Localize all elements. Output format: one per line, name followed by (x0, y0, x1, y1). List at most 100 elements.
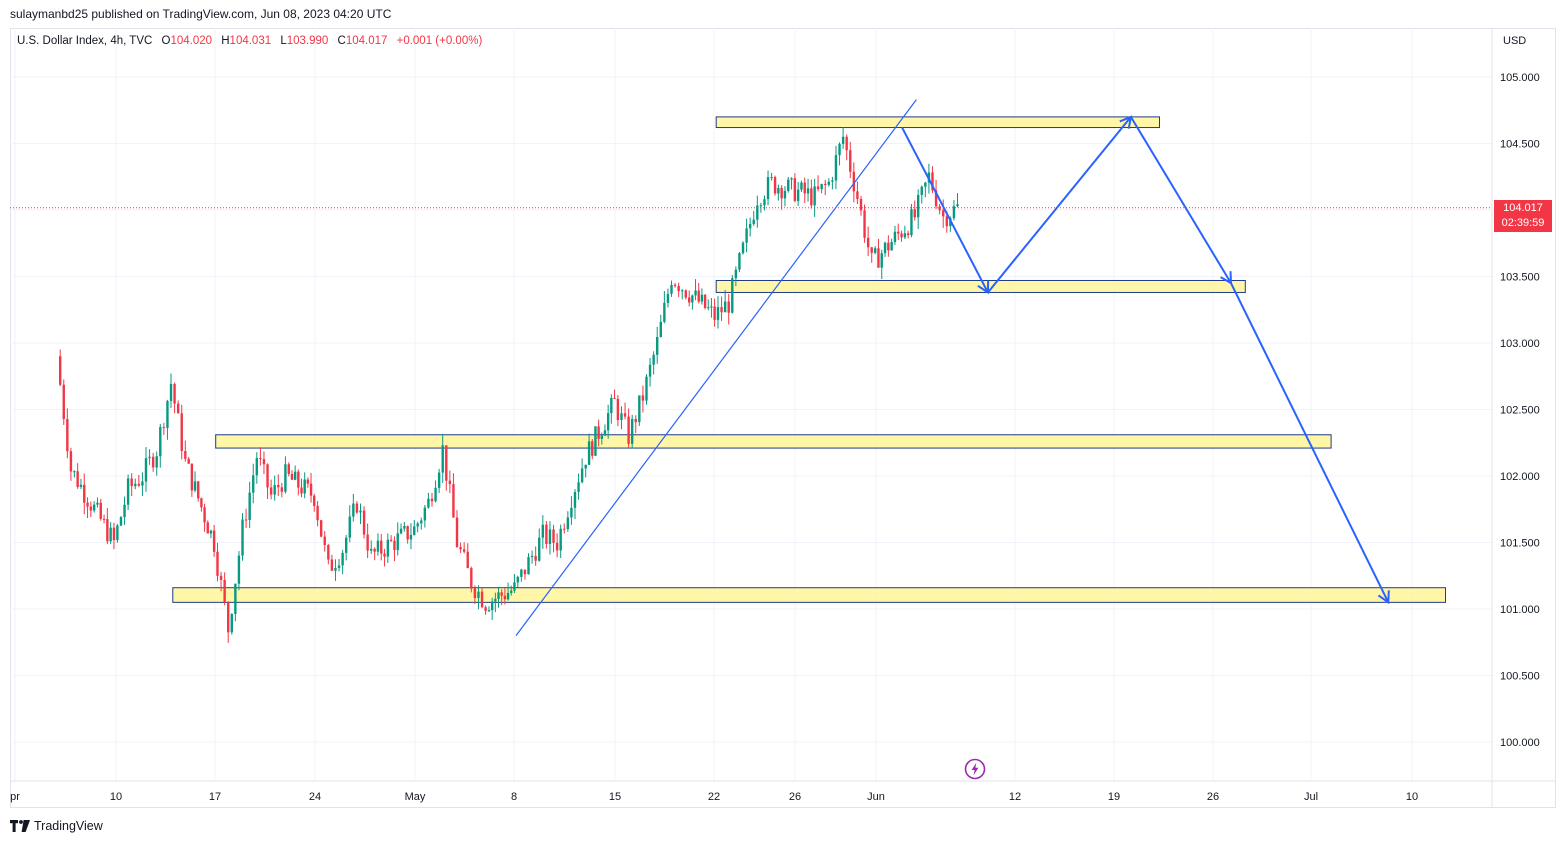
candle-body (863, 210, 866, 238)
candle-body (277, 484, 280, 488)
candle-body (916, 194, 920, 218)
candle-body (866, 237, 870, 248)
x-tick-label: 26 (1207, 791, 1219, 803)
candle-body (448, 480, 452, 485)
candle-body (234, 583, 237, 614)
zone-rectangle (172, 587, 1446, 603)
candle-body (545, 524, 548, 545)
candle-body (566, 517, 570, 530)
candle-body (373, 548, 376, 552)
candle-body (159, 427, 162, 457)
candle-body (810, 188, 813, 206)
candle-body (527, 557, 530, 575)
currency-label[interactable]: USD (1503, 35, 1527, 47)
candle-body (748, 223, 752, 229)
candle-body (466, 551, 469, 569)
x-tick-label: Jun (867, 791, 885, 803)
y-tick-label: 102.000 (1500, 471, 1540, 483)
candle-body (200, 498, 203, 508)
candle-body (380, 540, 383, 554)
x-tick-label: 8 (511, 791, 517, 803)
candle-body (427, 498, 430, 508)
lightning-icon[interactable] (964, 758, 986, 780)
candle-body (506, 592, 510, 600)
candle-body (638, 395, 641, 423)
candle-body (877, 248, 880, 268)
x-tick-label: 15 (609, 791, 621, 803)
candle-body (173, 383, 176, 404)
candle-body (151, 456, 155, 468)
candle-body (359, 510, 362, 513)
last-price-value: 104.017 (1503, 202, 1543, 214)
candle-body (834, 155, 838, 181)
candle-body (697, 290, 700, 302)
candle-body (670, 284, 673, 294)
candle-body (652, 354, 655, 365)
y-tick-label: 105.000 (1500, 72, 1540, 84)
y-tick-label: 100.000 (1500, 737, 1540, 749)
candle-body (293, 471, 297, 480)
candle-body (396, 533, 399, 551)
candle-body (700, 294, 704, 302)
candle-body (92, 504, 96, 511)
x-tick-label: 26 (789, 791, 801, 803)
candle-body (520, 569, 523, 577)
candle-body (845, 136, 848, 151)
candle-body (691, 295, 694, 303)
candle-body (216, 551, 219, 576)
candle-body (616, 398, 620, 421)
candle-body (79, 484, 83, 487)
candle-body (434, 487, 437, 502)
x-tick-label: 19 (1108, 791, 1120, 803)
candle-body (116, 525, 119, 541)
candle-body (587, 441, 591, 465)
open-label: O (161, 35, 171, 47)
candle-body (552, 529, 555, 543)
projection-segment (987, 116, 1132, 294)
candle-body (386, 539, 390, 557)
candle-body (777, 187, 780, 194)
candle-body (681, 290, 684, 292)
candle-body (707, 307, 710, 309)
candle-body (473, 588, 477, 598)
candle-body (459, 547, 462, 550)
x-tick-label: 10 (110, 791, 122, 803)
candle-body (731, 278, 734, 313)
candle-body (538, 537, 541, 561)
candle-body (112, 527, 116, 541)
y-tick-label: 101.500 (1500, 538, 1540, 550)
candle-body (197, 481, 200, 499)
candle-body (352, 503, 355, 517)
candle-body (244, 519, 248, 521)
candle-body (910, 209, 913, 236)
candle-body (290, 473, 294, 480)
publisher-line: sulaymanbd25 published on TradingView.co… (10, 7, 392, 21)
open-value: 104.020 (170, 35, 213, 47)
candle-body (603, 430, 607, 436)
candle-body (355, 503, 359, 513)
candle-body (630, 419, 634, 444)
candle-body (316, 505, 319, 521)
candle-body (573, 492, 577, 508)
candle-body (666, 293, 670, 303)
candle-body (255, 458, 259, 476)
candle-body (416, 523, 419, 527)
candle-body (83, 484, 86, 503)
bar-countdown: 02:39:59 (1501, 217, 1545, 229)
candle-body (280, 487, 284, 492)
low-label: L (280, 35, 287, 47)
candle-body (130, 478, 133, 487)
candle-body (144, 458, 148, 482)
high-label: H (221, 35, 230, 47)
candle-body (309, 483, 313, 496)
candle-body (297, 471, 300, 488)
candle-body (613, 398, 616, 400)
candle-body (370, 548, 373, 551)
candle-body (634, 419, 637, 423)
low-value: 103.990 (286, 35, 329, 47)
candle-body (548, 529, 552, 545)
candle-body (620, 413, 623, 421)
tradingview-brand[interactable]: TradingView (10, 819, 103, 833)
candle-body (555, 542, 559, 551)
